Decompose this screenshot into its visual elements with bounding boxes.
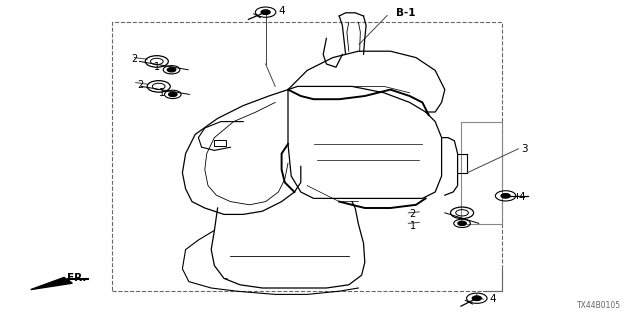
Text: B-1: B-1 [396, 8, 415, 19]
Bar [461, 122, 502, 224]
Text: 3: 3 [522, 144, 528, 154]
Text: TX44B0105: TX44B0105 [577, 301, 621, 310]
Circle shape [501, 194, 510, 198]
Text: 1: 1 [154, 62, 160, 72]
Text: 1: 1 [410, 220, 416, 231]
Text: 4: 4 [278, 6, 285, 16]
Circle shape [169, 92, 177, 97]
Text: 1: 1 [159, 88, 165, 98]
Circle shape [458, 221, 466, 225]
Bar [112, 22, 502, 291]
Circle shape [168, 68, 175, 72]
Circle shape [261, 10, 270, 14]
Text: FR.: FR. [67, 273, 86, 283]
Text: 4: 4 [490, 294, 496, 304]
Text: 4: 4 [518, 192, 525, 202]
Bar [214, 140, 226, 146]
Text: 2: 2 [131, 54, 138, 64]
Text: 2: 2 [410, 209, 416, 220]
Circle shape [472, 296, 481, 300]
Text: 2: 2 [138, 80, 144, 90]
Polygon shape [31, 277, 72, 290]
